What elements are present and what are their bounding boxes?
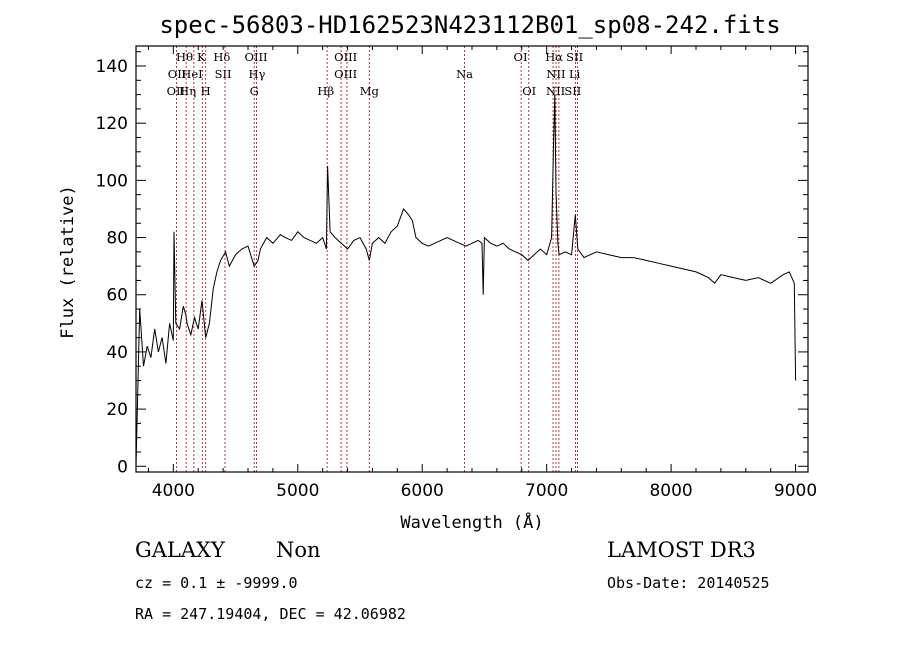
class-label: GALAXY bbox=[135, 538, 226, 562]
x-tick-label: 7000 bbox=[525, 481, 568, 501]
emission-line-label: SII bbox=[566, 50, 583, 64]
emission-line-label: Hδ bbox=[213, 50, 230, 64]
emission-line-label: Na bbox=[456, 67, 473, 81]
emission-line-label: Hθ bbox=[176, 50, 193, 64]
emission-line-label: Li bbox=[569, 67, 581, 81]
emission-line-label: OIII bbox=[334, 50, 357, 64]
x-tick-label: 5000 bbox=[276, 481, 319, 501]
y-tick-label: 20 bbox=[106, 400, 128, 420]
emission-line-label: H bbox=[201, 84, 211, 98]
y-tick-label: 80 bbox=[106, 229, 128, 249]
y-axis-ticks: 0 20 40 60 80 100 120 140 bbox=[96, 51, 808, 477]
x-tick-label: 8000 bbox=[649, 481, 692, 501]
x-tick-label: 6000 bbox=[401, 481, 444, 501]
x-tick-label: 4000 bbox=[152, 481, 195, 501]
x-axis-ticks: 4000 5000 6000 7000 8000 9000 bbox=[147, 46, 817, 501]
y-axis-label: Flux (relative) bbox=[58, 185, 78, 339]
chart-title: spec-56803-HD162523N423112B01_sp08-242.f… bbox=[159, 11, 780, 39]
survey-label: LAMOST DR3 bbox=[607, 538, 756, 562]
emission-line-label: NII bbox=[546, 67, 565, 81]
emission-line-label: NII bbox=[546, 84, 565, 98]
obs-date: Obs-Date: 20140525 bbox=[607, 574, 770, 592]
emission-line-label: Hγ bbox=[249, 67, 266, 81]
emission-line-label: SII bbox=[564, 84, 581, 98]
x-tick-label: 9000 bbox=[774, 481, 817, 501]
emission-line-label: OII bbox=[167, 84, 186, 98]
spectrum-line bbox=[135, 94, 797, 467]
emission-line-label: OIII bbox=[334, 67, 357, 81]
x-axis-label: Wavelength (Å) bbox=[400, 511, 543, 533]
y-tick-label: 60 bbox=[106, 286, 128, 306]
emission-line-label: Mg bbox=[360, 84, 380, 98]
y-tick-label: 100 bbox=[96, 171, 128, 191]
subclass-label: Non bbox=[276, 538, 321, 562]
emission-line-label: Hη bbox=[179, 84, 196, 98]
emission-line-label: OIII bbox=[245, 50, 268, 64]
cz-text: cz = 0.1 ± -9999.0 bbox=[135, 574, 298, 592]
emission-line-label: OI bbox=[522, 84, 536, 98]
y-tick-label: 40 bbox=[106, 343, 128, 363]
emission-line-markers bbox=[175, 46, 578, 472]
emission-line-label: Hα bbox=[545, 50, 563, 64]
radec-text: RA = 247.19404, DEC = 42.06982 bbox=[135, 605, 406, 623]
emission-line-label: Hβ bbox=[317, 84, 334, 98]
y-tick-label: 120 bbox=[96, 114, 128, 134]
emission-line-label: OII bbox=[168, 67, 187, 81]
emission-line-label: K bbox=[197, 50, 206, 64]
plot-frame bbox=[135, 45, 809, 473]
emission-line-label: OI bbox=[514, 50, 528, 64]
y-tick-label: 140 bbox=[96, 57, 128, 77]
emission-line-label: G bbox=[250, 84, 259, 98]
y-tick-label: 0 bbox=[117, 457, 128, 477]
emission-line-label: SII bbox=[215, 67, 232, 81]
emission-line-label: HeI bbox=[181, 67, 202, 81]
